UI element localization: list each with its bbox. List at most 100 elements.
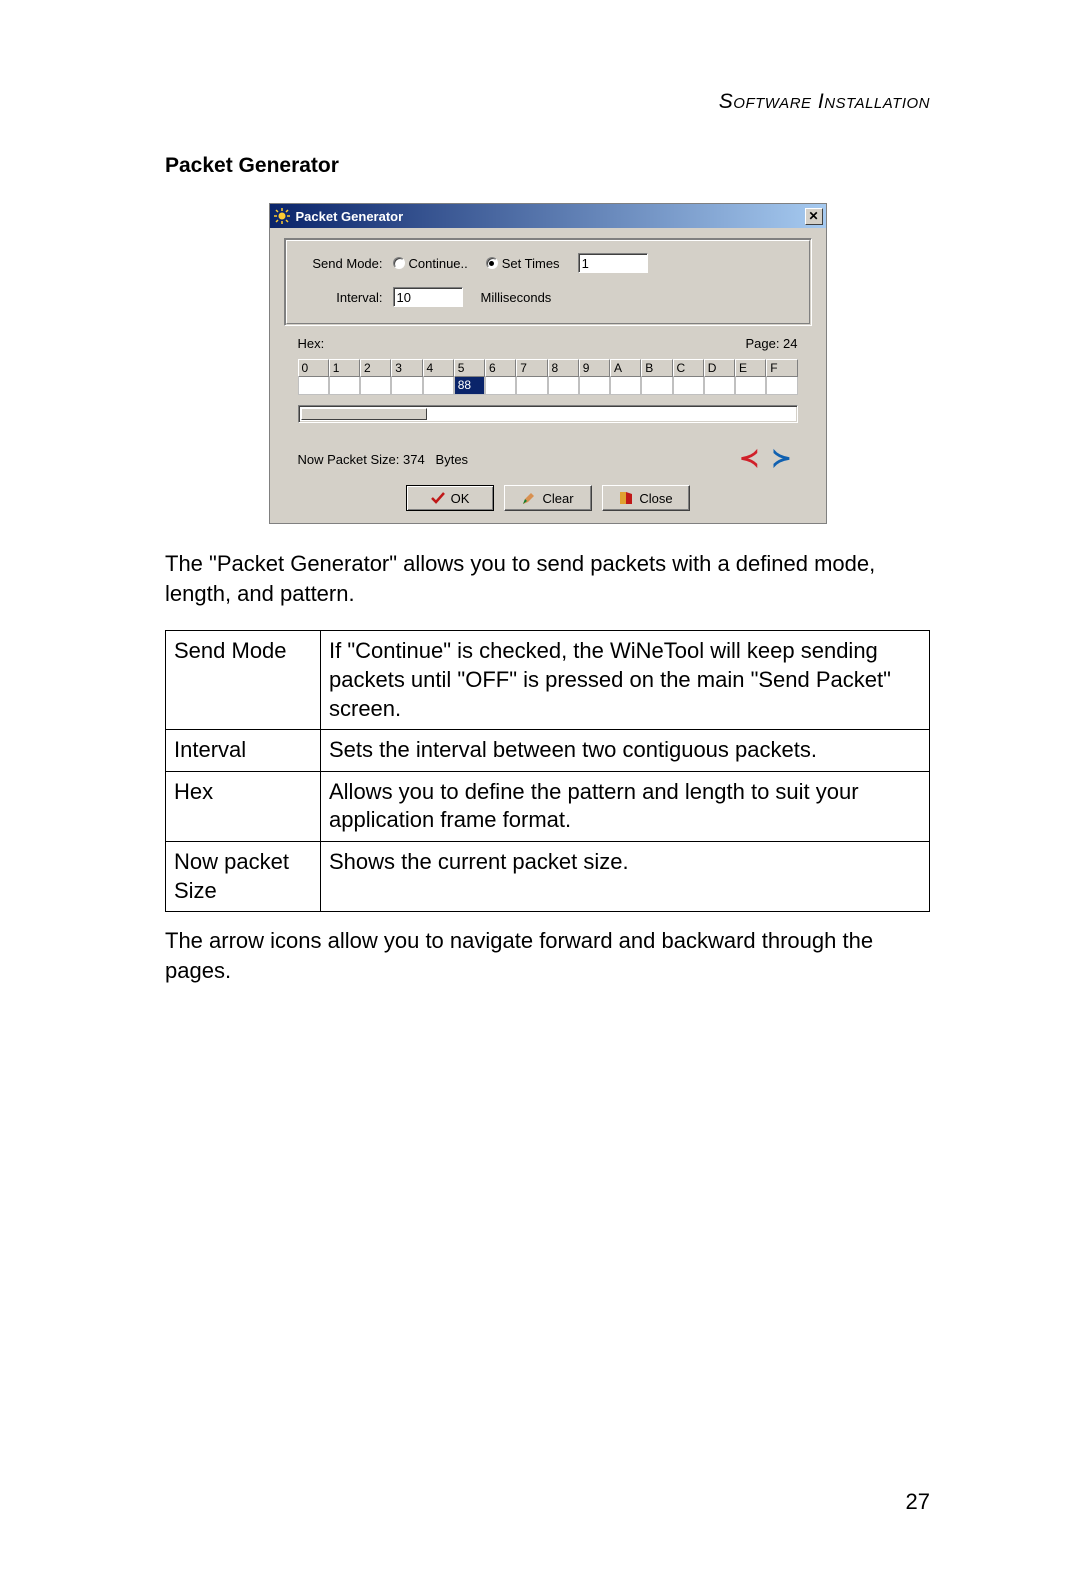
radio-circle-icon xyxy=(486,257,498,269)
hex-column-header: 0 xyxy=(298,359,329,377)
hex-cell[interactable] xyxy=(704,377,735,395)
close-icon[interactable]: ✕ xyxy=(805,208,823,225)
hex-cell[interactable] xyxy=(579,377,610,395)
ok-button[interactable]: OK xyxy=(406,485,494,511)
hex-column: 9 xyxy=(579,359,610,395)
radio-settimes-label: Set Times xyxy=(502,256,560,271)
table-row: Now packet SizeShows the current packet … xyxy=(166,841,930,911)
hex-column-header: 5 xyxy=(454,359,485,377)
check-icon xyxy=(430,490,446,506)
dialog-titlebar: Packet Generator ✕ xyxy=(270,204,826,228)
interval-label: Interval: xyxy=(301,290,393,305)
hex-column: D xyxy=(704,359,735,395)
table-term: Now packet Size xyxy=(166,841,321,911)
send-mode-group: Send Mode: Continue.. Set Times Interval… xyxy=(284,238,812,326)
hex-cell[interactable] xyxy=(610,377,641,395)
hex-cell[interactable] xyxy=(329,377,360,395)
table-term: Hex xyxy=(166,771,321,841)
table-term: Send Mode xyxy=(166,631,321,730)
clear-button[interactable]: Clear xyxy=(504,485,592,511)
hex-column: 7 xyxy=(516,359,547,395)
hex-column-header: D xyxy=(704,359,735,377)
hex-column: 6 xyxy=(485,359,516,395)
hex-cell[interactable] xyxy=(485,377,516,395)
hex-column: 1 xyxy=(329,359,360,395)
radio-continue-label: Continue.. xyxy=(409,256,468,271)
hex-column-header: 6 xyxy=(485,359,516,377)
send-mode-label: Send Mode: xyxy=(301,256,393,271)
description-text: The "Packet Generator" allows you to sen… xyxy=(165,549,930,608)
hex-cell[interactable] xyxy=(766,377,797,395)
hex-scrollbar[interactable] xyxy=(298,405,798,423)
section-title: Packet Generator xyxy=(165,154,930,178)
hex-column-header: C xyxy=(673,359,704,377)
page-next-icon[interactable]: ≻ xyxy=(771,447,791,471)
page-header: Software Installation xyxy=(165,90,930,114)
footer-text: The arrow icons allow you to navigate fo… xyxy=(165,926,930,985)
packet-size-status: Now Packet Size: 374 Bytes xyxy=(298,452,734,467)
hex-column-header: 1 xyxy=(329,359,360,377)
definition-table: Send ModeIf "Continue" is checked, the W… xyxy=(165,630,930,912)
hex-column: 8 xyxy=(548,359,579,395)
hex-column: B xyxy=(641,359,672,395)
hex-column-header: F xyxy=(766,359,797,377)
ok-button-label: OK xyxy=(451,491,470,506)
close-button-label: Close xyxy=(639,491,672,506)
interval-unit: Milliseconds xyxy=(481,290,552,305)
hex-column: 0 xyxy=(298,359,329,395)
set-times-input[interactable] xyxy=(578,253,648,273)
hex-cell[interactable] xyxy=(516,377,547,395)
hex-cell[interactable] xyxy=(735,377,766,395)
radio-circle-icon xyxy=(393,257,405,269)
door-icon xyxy=(618,490,634,506)
hex-column-header: A xyxy=(610,359,641,377)
table-desc: Allows you to define the pattern and len… xyxy=(321,771,930,841)
dialog-title: Packet Generator xyxy=(296,209,805,224)
app-icon xyxy=(274,208,290,224)
hex-column: A xyxy=(610,359,641,395)
table-row: IntervalSets the interval between two co… xyxy=(166,730,930,772)
hex-cell[interactable] xyxy=(423,377,454,395)
hex-cell[interactable] xyxy=(641,377,672,395)
hex-cell[interactable] xyxy=(391,377,422,395)
hex-column-header: B xyxy=(641,359,672,377)
dialog-body: Send Mode: Continue.. Set Times Interval… xyxy=(270,228,826,523)
hex-column-header: 8 xyxy=(548,359,579,377)
hex-cell[interactable] xyxy=(548,377,579,395)
hex-column: 588 xyxy=(454,359,485,395)
radio-continue[interactable]: Continue.. xyxy=(393,256,468,271)
table-row: Send ModeIf "Continue" is checked, the W… xyxy=(166,631,930,730)
table-desc: Sets the interval between two contiguous… xyxy=(321,730,930,772)
hex-cell[interactable] xyxy=(360,377,391,395)
table-row: HexAllows you to define the pattern and … xyxy=(166,771,930,841)
table-desc: Shows the current packet size. xyxy=(321,841,930,911)
hex-cell[interactable] xyxy=(298,377,329,395)
packet-generator-dialog: Packet Generator ✕ Send Mode: Continue..… xyxy=(269,203,827,524)
hex-column-header: 9 xyxy=(579,359,610,377)
hex-cell[interactable] xyxy=(673,377,704,395)
hex-column-header: 3 xyxy=(391,359,422,377)
close-button[interactable]: Close xyxy=(602,485,690,511)
clear-button-label: Clear xyxy=(542,491,573,506)
hex-column-header: 7 xyxy=(516,359,547,377)
radio-settimes[interactable]: Set Times xyxy=(486,256,560,271)
hex-column: 4 xyxy=(423,359,454,395)
hex-column: F xyxy=(766,359,797,395)
hex-column-header: 2 xyxy=(360,359,391,377)
table-term: Interval xyxy=(166,730,321,772)
pencil-icon xyxy=(521,490,537,506)
hex-column-header: E xyxy=(735,359,766,377)
hex-column-header: 4 xyxy=(423,359,454,377)
hex-column: E xyxy=(735,359,766,395)
hex-column: 3 xyxy=(391,359,422,395)
radio-dot-icon xyxy=(489,261,494,266)
page-label: Page: 24 xyxy=(745,336,797,351)
page-prev-icon[interactable]: ≺ xyxy=(739,447,759,471)
hex-cell[interactable]: 88 xyxy=(454,377,485,395)
hex-column: 2 xyxy=(360,359,391,395)
hex-grid[interactable]: 012345886789ABCDEF xyxy=(298,359,798,395)
interval-input[interactable] xyxy=(393,287,463,307)
scrollbar-thumb[interactable] xyxy=(301,408,427,420)
hex-label: Hex: xyxy=(298,336,325,351)
page-number: 27 xyxy=(906,1489,930,1515)
